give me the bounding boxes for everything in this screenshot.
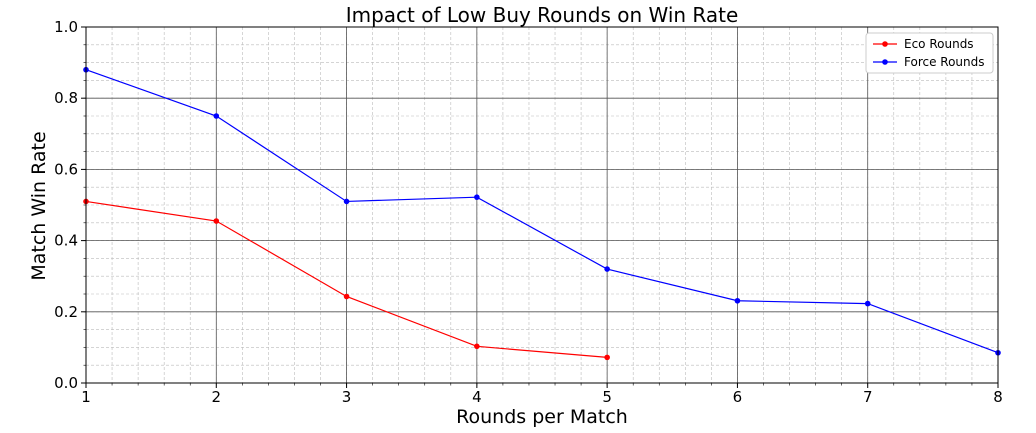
- legend-label-eco: Eco Rounds: [904, 37, 974, 51]
- x-tick-label: 6: [733, 388, 743, 406]
- data-point-force: [864, 300, 871, 307]
- series-line-force: [85, 69, 999, 354]
- minor-grid: [85, 26, 999, 384]
- x-tick-label: 2: [212, 388, 222, 406]
- legend-box: [865, 32, 994, 74]
- data-point-eco: [604, 354, 610, 361]
- x-tick-label: 4: [472, 388, 482, 406]
- data-point-eco: [474, 343, 480, 350]
- x-tick-label: 7: [863, 388, 873, 406]
- data-point-force: [213, 113, 220, 119]
- data-point-eco: [343, 293, 350, 300]
- data-point-force: [343, 198, 350, 205]
- legend-label-force: Force Rounds: [904, 55, 985, 69]
- legend: Eco Rounds Force Rounds: [865, 32, 994, 74]
- data-point-force: [474, 194, 480, 200]
- series-layer: [83, 66, 1001, 361]
- x-axis-label: Rounds per Match: [456, 406, 628, 428]
- y-tick-label: 0.4: [54, 232, 78, 250]
- data-point-eco: [213, 218, 220, 224]
- legend-marker-eco: [882, 41, 888, 47]
- x-tick-label: 1: [81, 388, 91, 406]
- data-point-force: [604, 266, 610, 272]
- x-tick-label: 5: [602, 388, 612, 406]
- y-tick-label: 0.6: [54, 160, 78, 178]
- y-tick-label: 0.2: [54, 303, 78, 321]
- data-point-force: [734, 297, 741, 304]
- y-tick-label: 0.8: [54, 89, 78, 107]
- y-axis-label: Match Win Rate: [28, 131, 50, 280]
- y-tick-label: 0.0: [54, 374, 78, 392]
- x-tick-label: 8: [993, 388, 1003, 406]
- ticks: 1 2 3 4 5 6 7 8 0.0 0.2 0.4 0.6 0.8 1.0: [54, 18, 1003, 406]
- x-tick-label: 3: [342, 388, 352, 406]
- chart-title: Impact of Low Buy Rounds on Win Rate: [346, 3, 739, 27]
- y-tick-label: 1.0: [54, 18, 78, 36]
- legend-marker-force: [882, 59, 888, 65]
